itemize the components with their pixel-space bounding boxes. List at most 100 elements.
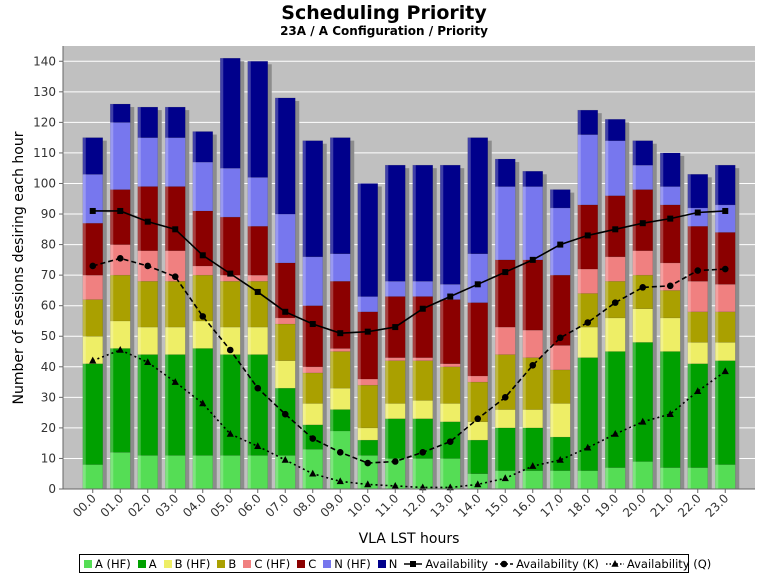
bar-segment [715,360,736,465]
line-point [309,435,317,442]
legend-label: A (HF) [95,556,131,571]
bar-highlight [137,107,141,489]
y-tick-label: 0 [48,482,56,496]
line-point [117,207,124,214]
line-point [722,207,729,214]
line-point [144,358,152,366]
legend-swatch [297,559,306,568]
line-point [639,417,647,425]
bar-highlight [495,159,499,489]
x-tick-label: 20.0 [620,491,649,520]
line-point [501,474,509,482]
bar-segment [687,363,708,468]
legend-item: A [137,556,157,571]
line-point [144,262,152,270]
legend-item: B [217,557,236,571]
bar-segment [577,109,598,135]
line-point [282,308,289,315]
stacked-bars [82,57,740,490]
legend-swatch [84,559,92,568]
legend-line-marker [605,559,624,567]
legend: A (HF) A B (HF) B C (HF) C N (HF) N Availability… [79,554,711,573]
bar-segment [330,253,351,282]
line-point [666,282,674,290]
y-tick-label: 20 [41,421,56,435]
line-point [199,313,207,320]
x-tick-label: 14.0 [455,491,484,520]
line-point [447,293,454,300]
line-point [639,284,647,291]
chart-subtitle: 23A / A Configuration / Priority [280,24,488,38]
line-point [254,384,262,392]
bar-segment [302,140,323,258]
y-tick-label: 100 [33,176,56,190]
bar-segment [330,137,351,255]
bar-segment [715,164,736,206]
line-point [611,559,619,567]
line-point [556,455,564,463]
bar-segment [137,106,158,138]
x-axis-label: VLA LST hours [359,531,460,547]
bar-segment [522,171,543,187]
line-point [529,462,537,469]
line-point [474,415,482,423]
bar-segment [687,174,708,209]
line-point [336,477,344,485]
line-point [721,265,729,273]
availability-lines [89,207,729,491]
y-tick-label: 140 [33,54,56,68]
line-point [254,288,261,295]
bar-segment [165,106,186,138]
line-point [281,410,289,418]
bar-segment [357,183,378,297]
bar-segment [110,103,131,123]
bar-segment [275,97,296,215]
line-point [612,226,619,233]
line-point [199,399,207,407]
legend-label: B [228,556,237,571]
legend-swatch [243,559,252,568]
bar-highlight [715,165,719,489]
y-tick-label: 130 [33,85,56,99]
x-tick-label: 05.0 [208,491,237,520]
line-point [171,273,179,280]
line-point [144,218,151,225]
legend-line-marker [495,560,514,567]
line-point [116,345,124,353]
y-tick-label: 110 [33,146,56,160]
y-tick-label: 80 [41,238,56,252]
x-axis: 00.001.002.003.004.005.006.007.008.009.0… [63,488,755,520]
legend-swatch [163,559,172,568]
line-point [391,481,399,489]
bar-segment [137,280,158,328]
line-point [281,455,289,463]
line-point [502,269,509,276]
line-point [667,215,674,222]
x-tick-label: 18.0 [565,491,594,520]
bar-highlight [605,119,609,490]
legend-label: C [308,556,317,571]
bar-highlight [687,174,691,489]
bar-segment [412,280,433,297]
line-point [364,459,372,467]
bar-segment [165,280,186,328]
bar-highlight [632,140,636,490]
legend-label: N [388,556,398,571]
bar-segment [385,280,406,297]
line-point [337,330,344,337]
legend-item: C (HF) [243,557,290,571]
bar-segment [605,119,626,141]
legend-label: A [148,556,157,571]
x-tick-label: 22.0 [675,491,704,520]
x-tick-label: 03.0 [153,491,182,520]
legend-item: B (HF) [163,557,210,571]
bar-highlight [302,140,306,490]
bar-segment [247,177,268,227]
bar-highlight [357,183,361,489]
bar-highlight [165,107,169,489]
y-axis-label: Number of sessions desiring each hour [11,131,27,404]
bar-highlight [522,171,526,489]
bar-highlight [330,137,334,490]
x-tick-label: 08.0 [290,491,319,520]
line-point [557,241,564,248]
